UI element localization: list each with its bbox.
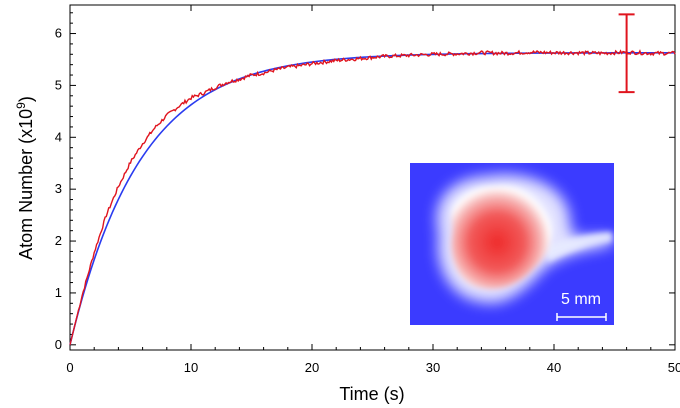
y-axis-title: Atom Number (x109) xyxy=(14,96,36,260)
data-series-line xyxy=(69,49,676,345)
y-tick-label: 6 xyxy=(55,26,62,41)
x-axis-ticks: 0 10 20 30 40 50 xyxy=(66,5,680,375)
plot-area-border xyxy=(69,4,676,351)
inset-image: 5 mm xyxy=(410,163,614,325)
y-tick-label: 2 xyxy=(55,233,62,248)
x-tick-label: 20 xyxy=(305,360,319,375)
x-tick-label: 40 xyxy=(547,360,561,375)
x-tick-label: 30 xyxy=(426,360,440,375)
y-tick-label: 4 xyxy=(55,129,62,144)
x-tick-label: 10 xyxy=(184,360,198,375)
x-tick-label: 50 xyxy=(668,360,680,375)
y-tick-label: 3 xyxy=(55,181,62,196)
plot-frame xyxy=(69,4,676,351)
y-tick-label: 0 xyxy=(55,337,62,352)
scale-bar xyxy=(556,313,607,321)
cloud-core xyxy=(451,185,554,290)
scale-bar-label: 5 mm xyxy=(561,291,601,308)
x-axis-title: Time (s) xyxy=(339,384,404,404)
cloud-tail xyxy=(545,232,612,262)
y-tick-label: 5 xyxy=(55,77,62,92)
x-tick-label: 0 xyxy=(66,360,73,375)
error-bar xyxy=(618,13,635,94)
y-axis-ticks: 0 1 2 3 4 5 6 xyxy=(55,12,675,352)
y-tick-label: 1 xyxy=(55,285,62,300)
